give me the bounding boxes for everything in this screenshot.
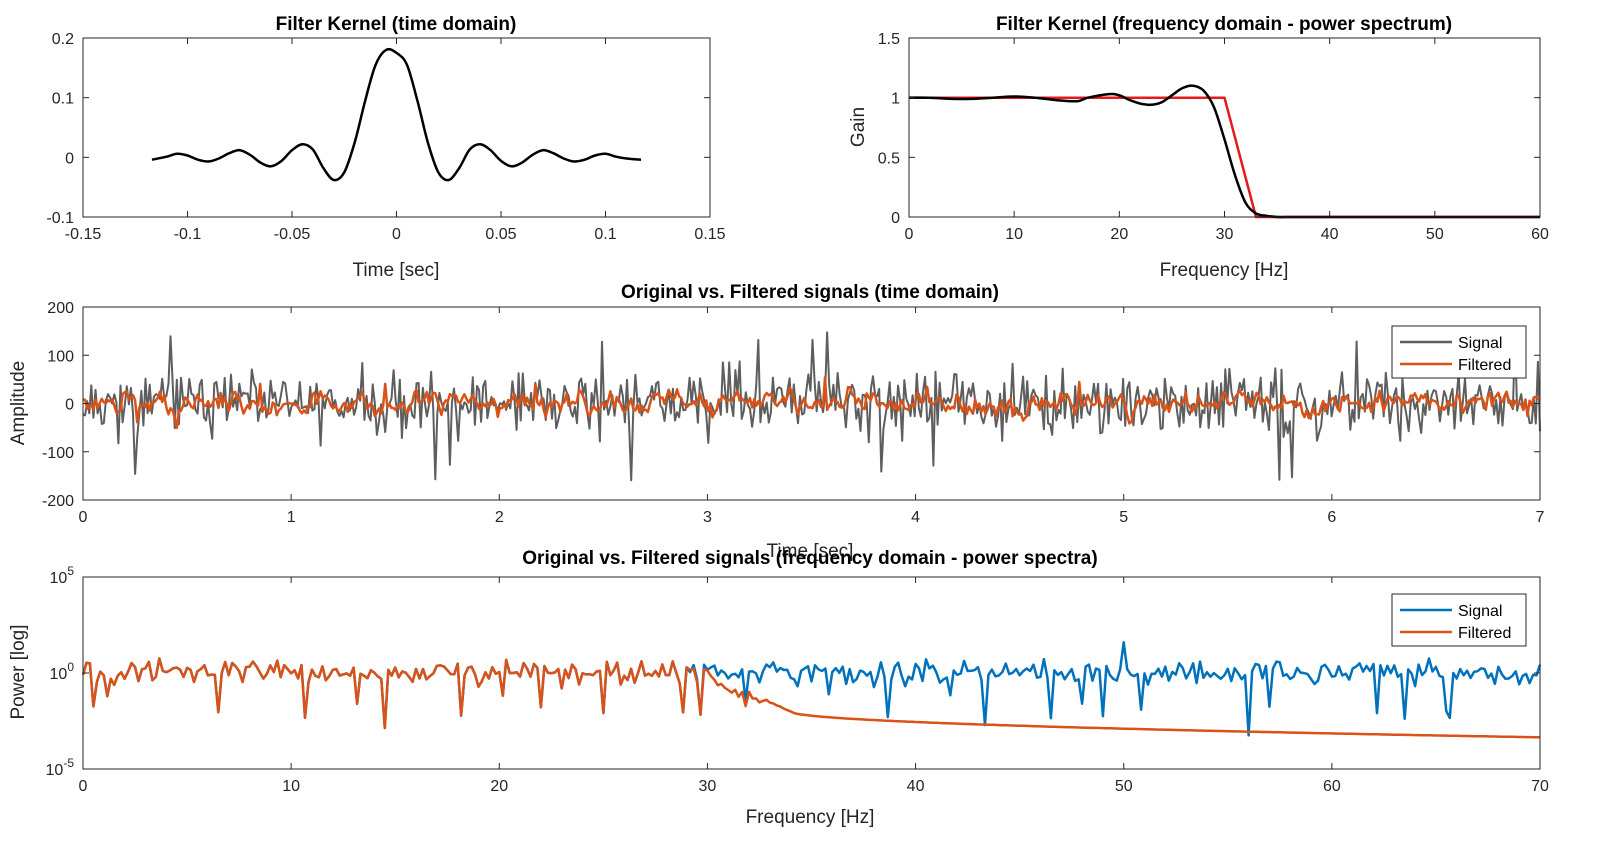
signals-freq-legend-label: Filtered xyxy=(1458,625,1511,642)
signals-freq-ytick-label: 100 xyxy=(50,660,75,683)
signals-freq-series-filtered xyxy=(81,657,1540,739)
signals-freq-ylabel: Power [log] xyxy=(8,624,29,719)
signals-freq-legend-box xyxy=(1391,593,1527,647)
signals-time-ytick-label: 0 xyxy=(65,397,74,414)
kernel-freq-xtick-label: 20 xyxy=(1110,226,1128,243)
signals-time-xtick-label: 2 xyxy=(495,509,504,526)
kernel-time-xtick-label: -0.1 xyxy=(174,226,202,243)
kernel-freq-ytick-label: 0.5 xyxy=(878,150,900,167)
signals-time-xtick-label: 1 xyxy=(287,509,296,526)
kernel-freq-ylabel: Gain xyxy=(848,107,869,147)
kernel-time-xtick-label: -0.05 xyxy=(274,226,311,243)
signals-time-xtick-label: 0 xyxy=(79,509,88,526)
kernel-time-xtick-label: 0 xyxy=(392,226,401,243)
kernel-time-frame xyxy=(82,37,711,218)
signals-time-xtick-label: 3 xyxy=(703,509,712,526)
kernel-freq-frame xyxy=(908,37,1541,218)
signals-time-title: Original vs. Filtered signals (time doma… xyxy=(621,282,999,303)
kernel-freq-ticks: 0 10 20 30 40 50 60 0 0.5 1 1.5 xyxy=(878,31,1549,243)
signals-freq-xtick-label: 30 xyxy=(699,778,717,795)
signals-freq-xlabel: Frequency [Hz] xyxy=(746,807,875,828)
kernel-time-series-0 xyxy=(151,47,642,182)
signals-time-series-1 xyxy=(82,376,1541,430)
signals-time-ticks: 0 1 2 3 4 5 6 7 -200 -100 0 100 200 xyxy=(42,300,1545,526)
signals-time-axes: Original vs. Filtered signals (time doma… xyxy=(8,282,1545,562)
signals-time-xtick-label: 5 xyxy=(1119,509,1128,526)
signals-time-legend-label: Filtered xyxy=(1458,357,1511,374)
signals-time-ytick-label: 100 xyxy=(47,348,74,365)
signals-time-xlabel: Time [sec] xyxy=(767,541,854,562)
signals-freq-legend: Signal Filtered xyxy=(1391,593,1527,647)
kernel-time-xtick-label: 0.1 xyxy=(594,226,616,243)
signals-time-ylabel: Amplitude xyxy=(8,361,29,446)
signals-time-xtick-label: 7 xyxy=(1536,509,1545,526)
kernel-time-xtick-label: -0.15 xyxy=(65,226,102,243)
kernel-freq-xtick-label: 50 xyxy=(1426,226,1444,243)
kernel-freq-xtick-label: 0 xyxy=(905,226,914,243)
kernel-freq-axes: Filter Kernel (frequency domain - power … xyxy=(848,14,1549,281)
kernel-freq-xtick-label: 40 xyxy=(1321,226,1339,243)
signals-freq-xtick-label: 60 xyxy=(1323,778,1341,795)
kernel-freq-xtick-label: 60 xyxy=(1531,226,1549,243)
kernel-freq-title: Filter Kernel (frequency domain - power … xyxy=(996,14,1452,35)
signals-freq-ytick-label: 10-5 xyxy=(46,756,75,779)
signals-freq-title: Original vs. Filtered signals (frequency… xyxy=(522,548,1097,569)
signals-freq-xtick-label: 70 xyxy=(1531,778,1549,795)
signals-freq-axes: Original vs. Filtered signals (frequency… xyxy=(8,548,1549,828)
signals-time-frame xyxy=(82,306,1541,501)
signals-freq-xtick-label: 50 xyxy=(1115,778,1133,795)
kernel-time-ytick-label: 0.1 xyxy=(52,91,74,108)
kernel-time-ticks: -0.15 -0.1 -0.05 0 0.05 0.1 0.15-0.100.10.2 xyxy=(46,31,725,243)
signals-freq-legend-label: Signal xyxy=(1458,603,1502,620)
kernel-freq-xlabel: Frequency [Hz] xyxy=(1160,260,1289,281)
kernel-time-xtick-label: 0.15 xyxy=(694,226,725,243)
signals-freq-frame xyxy=(82,576,1541,770)
signals-freq-xtick-label: 0 xyxy=(79,778,88,795)
signals-time-lines xyxy=(82,331,1541,482)
signals-freq-xtick-label: 40 xyxy=(907,778,925,795)
kernel-freq-ytick-label: 1.5 xyxy=(878,31,900,48)
signals-time-legend-label: Signal xyxy=(1458,335,1502,352)
kernel-time-title: Filter Kernel (time domain) xyxy=(276,14,517,35)
kernel-freq-ytick-label: 1 xyxy=(891,91,900,108)
kernel-time-ytick-label: 0.2 xyxy=(52,31,74,48)
kernel-time-ytick-label: -0.1 xyxy=(46,210,74,227)
signals-freq-ytick-label: 105 xyxy=(50,564,75,587)
signals-time-ytick-label: -200 xyxy=(42,493,74,510)
kernel-time-xlabel: Time [sec] xyxy=(353,260,440,281)
signals-time-legend: Signal Filtered xyxy=(1391,325,1527,379)
kernel-freq-xtick-label: 10 xyxy=(1005,226,1023,243)
signals-time-xtick-label: 6 xyxy=(1327,509,1336,526)
kernel-time-axes: Filter Kernel (time domain) Time [sec] -… xyxy=(46,14,725,281)
signals-time-ytick-label: 200 xyxy=(47,300,74,317)
signals-freq-xtick-label: 10 xyxy=(282,778,300,795)
kernel-time-lines xyxy=(151,47,642,182)
signals-freq-xtick-label: 20 xyxy=(490,778,508,795)
kernel-freq-xtick-label: 30 xyxy=(1216,226,1234,243)
kernel-time-ytick-label: 0 xyxy=(65,150,74,167)
kernel-freq-ytick-label: 0 xyxy=(891,210,900,227)
signals-freq-lines xyxy=(81,641,1542,739)
signals-time-legend-box xyxy=(1391,325,1527,379)
signals-time-series-0 xyxy=(82,331,1541,482)
signals-time-ytick-label: -100 xyxy=(42,445,74,462)
kernel-time-xtick-label: 0.05 xyxy=(485,226,516,243)
signals-time-xtick-label: 4 xyxy=(911,509,920,526)
